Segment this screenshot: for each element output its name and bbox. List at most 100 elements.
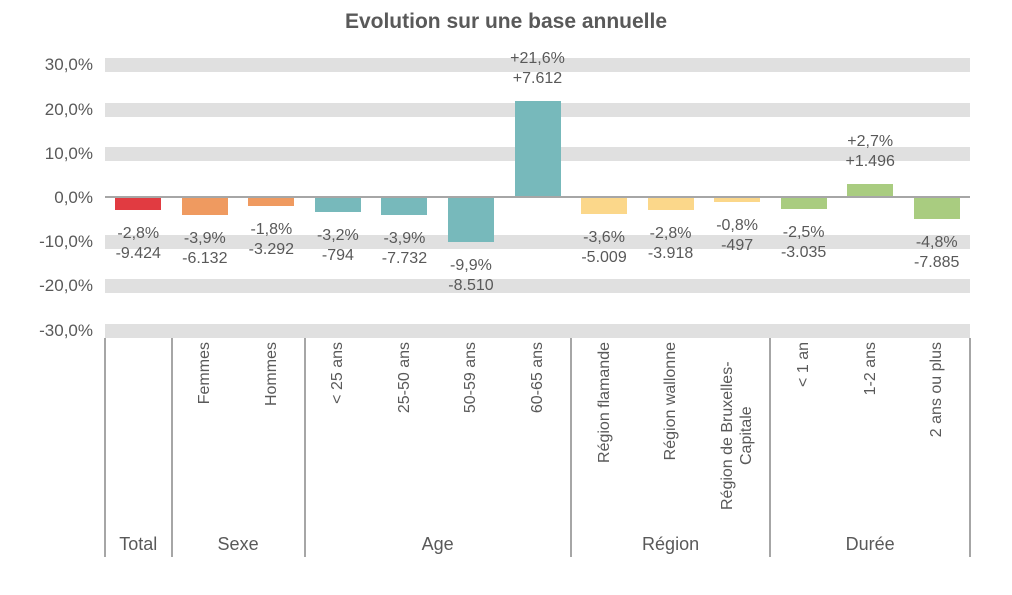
bar-value-label: -3,9% -7.732 (349, 229, 459, 269)
bar (514, 100, 561, 196)
group-divider (170, 338, 173, 557)
category-label-cell: Région wallonne (637, 342, 704, 532)
category-label-cell: Région flamande (571, 342, 638, 532)
group-label: Total (119, 534, 158, 554)
bar-pct-label: -3,9% (383, 230, 426, 248)
bar-value-label: -3,2% -794 (283, 226, 393, 266)
bar (381, 198, 428, 216)
category-label-cell: 50-59 ans (438, 342, 505, 532)
category-label: Région wallonne (662, 342, 680, 461)
gridline-band (105, 235, 970, 250)
group-divider (769, 338, 772, 557)
bar-value-label: -2,8% -9.424 (83, 224, 193, 264)
y-axis-label: -10,0% (39, 232, 93, 252)
category-label-cell: Région de Bruxelles-Capitale (704, 342, 771, 532)
y-axis-label: -20,0% (39, 276, 93, 296)
bar-pct-label: -2,5% (782, 224, 825, 242)
bar-abs-label: -6.132 (182, 250, 228, 268)
bar-pct-label: -2,8% (117, 225, 160, 243)
bar-abs-label: -5.009 (581, 248, 627, 266)
category-label-cell: < 1 an (770, 342, 837, 532)
bar (780, 198, 827, 210)
bar-abs-label: -9.424 (115, 245, 161, 263)
y-axis-label: 20,0% (44, 99, 93, 119)
gridline-band (105, 279, 970, 294)
bar (714, 198, 761, 202)
bar (115, 198, 162, 211)
bar-value-label: +2,7% +1.496 (815, 132, 925, 172)
y-axis-label: 10,0% (44, 143, 93, 163)
bar (647, 198, 694, 211)
bar-value-label: +21,6% +7.612 (483, 49, 593, 89)
category-label: Région flamande (595, 342, 613, 463)
bar-pct-label: -1,8% (250, 220, 293, 238)
bar-value-label: -3,6% -5.009 (549, 228, 659, 268)
category-label: 2 ans ou plus (928, 342, 946, 438)
bar (581, 198, 628, 214)
group-divider (104, 338, 106, 557)
y-axis-label: 30,0% (44, 55, 93, 75)
bar-value-label: -2,5% -3.035 (749, 223, 859, 263)
group-divider (303, 338, 306, 557)
bar-value-label: -1,8% -3.292 (216, 220, 326, 260)
bar-abs-label: -8.510 (448, 276, 494, 294)
bar-pct-label: +2,7% (847, 133, 894, 151)
category-label: Femmes (196, 342, 214, 405)
group-divider (969, 338, 971, 557)
category-label-cell: 1-2 ans (837, 342, 904, 532)
category-label-cell: 25-50 ans (371, 342, 438, 532)
group-label: Sexe (217, 534, 259, 554)
category-label-cell: 2 ans ou plus (903, 342, 970, 532)
bar-abs-label: -7.732 (381, 250, 428, 268)
group-label: Age (421, 534, 454, 554)
bar-abs-label: -7.885 (914, 254, 960, 272)
bar-value-label: -4,8% -7.885 (882, 233, 992, 273)
bar (913, 198, 960, 220)
y-axis-label: 0,0% (54, 188, 93, 207)
category-label-cell: Femmes (172, 342, 239, 532)
bar (447, 198, 494, 242)
bar-value-label: -2,8% -3.918 (616, 224, 726, 264)
group-label: Région (642, 534, 700, 554)
zero-line (105, 196, 970, 198)
bar-pct-label: -9,9% (450, 256, 492, 274)
category-label-cell: < 25 ans (305, 342, 372, 532)
bar-pct-label: -3,2% (316, 227, 359, 245)
category-label: 50-59 ans (462, 342, 480, 414)
bar-abs-label: -3.035 (780, 244, 827, 262)
bar (847, 184, 894, 196)
bar-value-label: -9,9% -8.510 (416, 256, 526, 296)
category-label: Hommes (262, 342, 280, 407)
bar-abs-label: +1.496 (845, 153, 895, 171)
chart-title: Evolution sur une base annuelle (344, 10, 668, 33)
category-label: < 1 an (795, 342, 813, 387)
bar-pct-label: -3,6% (583, 228, 625, 246)
category-label: Région de Bruxelles-Capitale (719, 361, 756, 511)
bar-abs-label: -497 (721, 236, 754, 254)
bar-abs-label: -794 (321, 247, 354, 265)
category-label: 60-65 ans (528, 342, 546, 414)
category-label-cell: 60-65 ans (504, 342, 571, 532)
bar-pct-label: -4,8% (915, 234, 958, 252)
gridline-band (105, 58, 970, 73)
bar-abs-label: -3.918 (647, 245, 694, 263)
group-divider (569, 338, 572, 557)
bar (248, 198, 295, 206)
bar (314, 198, 361, 213)
bar-abs-label: -3.292 (248, 240, 295, 258)
y-axis-label: -30,0% (39, 320, 93, 340)
bar-value-label: -3,9% -6.132 (150, 229, 260, 269)
bar-pct-label: -2,8% (649, 225, 692, 243)
group-label: Durée (845, 534, 895, 554)
category-label: 25-50 ans (395, 342, 413, 414)
category-label: 1-2 ans (861, 342, 879, 396)
category-label-cell: Hommes (238, 342, 305, 532)
bar-abs-label: +7.612 (512, 69, 563, 87)
bar-pct-label: -0,8% (716, 216, 758, 234)
gridline-band (105, 323, 970, 338)
bar (181, 198, 228, 216)
bar-pct-label: -3,9% (183, 230, 226, 248)
category-label: < 25 ans (329, 342, 347, 404)
bar-value-label: -0,8% -497 (682, 216, 792, 256)
